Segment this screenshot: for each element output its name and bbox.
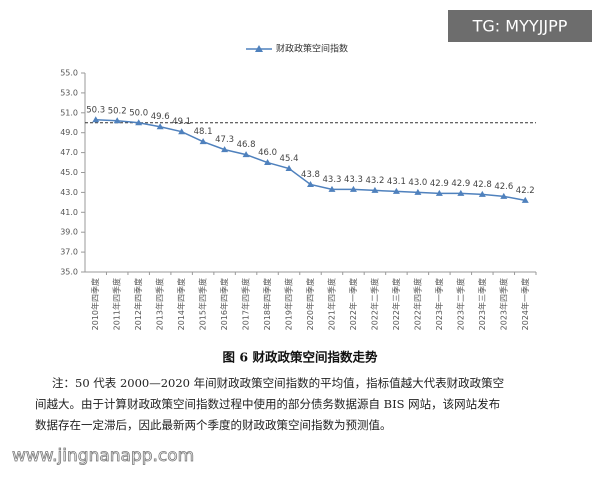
x-tick-label: 2022年一季度	[348, 278, 358, 330]
data-label: 42.2	[516, 186, 535, 196]
data-label: 42.6	[494, 182, 513, 192]
marker	[199, 138, 207, 145]
marker	[113, 117, 121, 124]
data-label: 43.3	[323, 175, 342, 185]
x-tick-label: 2020年四季度	[305, 278, 315, 330]
y-tick-label: 39.0	[60, 228, 78, 237]
data-label: 43.2	[365, 176, 384, 186]
marker	[221, 146, 229, 153]
watermark-box	[448, 10, 592, 42]
data-label: 43.8	[301, 170, 320, 180]
marker	[349, 185, 357, 192]
x-tick-label: 2017年四季度	[241, 278, 251, 330]
y-tick-label: 51.0	[60, 108, 78, 117]
data-label: 43.0	[408, 178, 427, 188]
x-tick-label: 2018年四季度	[262, 278, 272, 330]
data-label: 43.3	[344, 175, 363, 185]
legend-label: 财政政策空间指数	[276, 43, 348, 55]
data-label: 43.1	[387, 177, 406, 187]
y-tick-label: 37.0	[60, 248, 78, 257]
data-label: 49.6	[151, 112, 170, 122]
x-tick-label: 2023年二季度	[455, 278, 465, 330]
x-tick-label: 2022年四季度	[412, 278, 422, 330]
marker	[435, 189, 443, 196]
data-label: 46.0	[258, 148, 277, 158]
x-tick-label: 2015年四季度	[198, 278, 208, 330]
y-tick-label: 47.0	[60, 148, 78, 157]
x-tick-label: 2012年四季度	[133, 278, 143, 330]
marker	[371, 186, 379, 193]
y-tick-label: 35.0	[60, 268, 78, 277]
marker	[478, 190, 486, 197]
y-tick-label: 55.0	[60, 69, 78, 78]
marker	[414, 188, 422, 195]
marker	[328, 185, 336, 192]
data-label: 46.8	[237, 140, 256, 150]
data-label: 49.1	[172, 117, 191, 127]
x-tick-label: 2014年四季度	[176, 278, 186, 330]
note-line: 间越大。由于计算财政政策空间指数过程中使用的部分债务数据源自 BIS 网站，该网…	[35, 397, 500, 411]
x-tick-label: 2011年四季度	[112, 278, 122, 330]
marker	[307, 180, 314, 187]
y-tick-label: 45.0	[60, 168, 78, 177]
marker	[156, 123, 164, 130]
caption: 图 6 财政政策空间指数走势	[223, 350, 378, 365]
data-label: 50.2	[108, 106, 127, 116]
marker	[242, 151, 250, 158]
data-label: 45.4	[280, 154, 299, 164]
note-line: 注：50 代表 2000—2020 年间财政政策空间指数的平均值，指标值越大代表…	[52, 376, 504, 390]
x-tick-label: 2023年四季度	[498, 278, 508, 330]
marker	[92, 116, 100, 123]
y-tick-label: 53.0	[60, 88, 78, 97]
data-label: 42.9	[451, 179, 470, 189]
x-tick-label: 2022年二季度	[369, 278, 379, 330]
data-label: 42.9	[430, 179, 449, 189]
x-tick-label: 2023年一季度	[434, 278, 444, 330]
watermark: www.jingnanapp.com	[12, 446, 194, 466]
data-label: 48.1	[194, 127, 213, 137]
x-tick-label: 2023年三季度	[477, 278, 487, 330]
data-label: 50.0	[129, 108, 148, 118]
y-tick-label: 41.0	[60, 208, 78, 217]
x-tick-label: 2016年四季度	[219, 278, 229, 330]
x-tick-label: 2024年一季度	[520, 278, 530, 330]
x-tick-label: 2021年四季度	[326, 278, 336, 330]
data-label: 47.3	[215, 135, 234, 145]
marker	[457, 189, 465, 196]
marker	[135, 119, 143, 126]
marker	[264, 159, 272, 166]
marker	[285, 165, 293, 172]
x-tick-label: 2010年四季度	[90, 278, 100, 330]
y-tick-label: 43.0	[60, 188, 78, 197]
marker	[178, 128, 186, 135]
legend-marker	[255, 45, 263, 52]
marker	[392, 187, 400, 194]
x-tick-label: 2019年四季度	[284, 278, 294, 330]
y-tick-label: 49.0	[60, 128, 78, 137]
x-tick-label: 2013年四季度	[155, 278, 165, 330]
watermark: TG: MYYJJPP	[472, 17, 568, 36]
marker	[500, 192, 508, 199]
data-label: 50.3	[86, 105, 105, 115]
note-line: 数据存在一定滞后，因此最新两个季度的财政政策空间指数为预测值。	[35, 418, 392, 432]
marker	[521, 196, 529, 203]
data-label: 42.8	[473, 180, 492, 190]
x-tick-label: 2022年三季度	[391, 278, 401, 330]
